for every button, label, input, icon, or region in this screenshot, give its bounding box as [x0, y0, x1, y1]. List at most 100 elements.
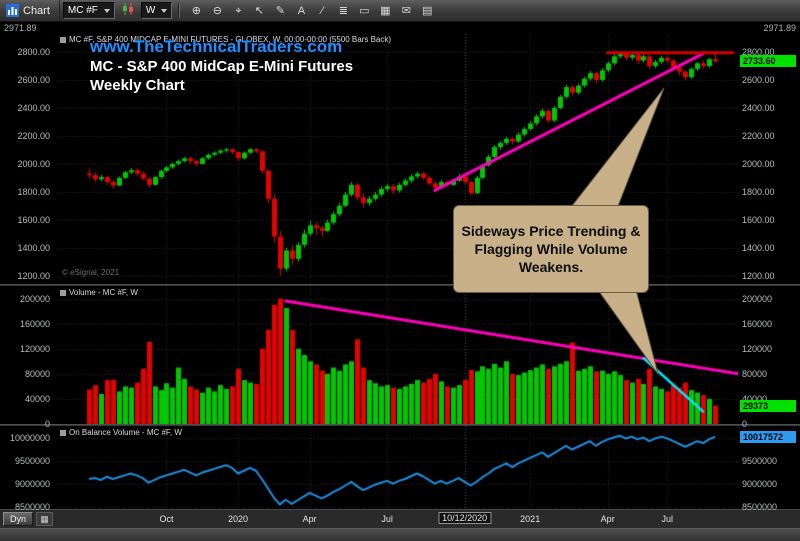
price-axis-label: 1600.00 — [17, 214, 50, 225]
series-marker-icon — [60, 36, 66, 43]
mail-icon[interactable]: ✉ — [396, 2, 416, 20]
price-axis-label: 1800.00 — [17, 186, 50, 197]
crosshair-icon[interactable]: ⌖ — [228, 2, 248, 20]
volume-axis-label: 0 — [742, 419, 748, 429]
volume-axis-label: 40000 — [24, 393, 50, 404]
time-axis-label: Apr — [302, 514, 317, 524]
volume-axis-label: 120000 — [19, 343, 50, 354]
price-axis-label: 2200.00 — [742, 130, 775, 141]
price-axis-label: 2000.00 — [742, 158, 775, 169]
grid-icon[interactable]: ▦ — [375, 2, 395, 20]
time-axis-label: Apr — [600, 514, 615, 524]
chart-tab[interactable]: Chart — [4, 0, 60, 21]
volume-axis-label: 160000 — [19, 318, 50, 329]
zoom-in-icon[interactable]: ⊕ — [186, 2, 206, 20]
price-legend-text: MC #F, S&P 400 MIDCAP E-MINI FUTURES - G… — [69, 35, 392, 44]
pane-splitter[interactable] — [0, 284, 800, 286]
price-axis-label: 1200.00 — [742, 270, 775, 281]
dyn-button[interactable]: Dyn — [3, 512, 34, 526]
price-axis-label: 2800.00 — [17, 47, 50, 58]
text-tool-icon[interactable]: A — [291, 2, 311, 20]
obv-axis-label: 9500000 — [742, 455, 778, 466]
callout-line: Weakens. — [518, 259, 584, 276]
obv-chart-canvas[interactable] — [56, 426, 738, 509]
volume-axis-label: 80000 — [742, 368, 768, 379]
volume-axis-label: 120000 — [742, 343, 773, 354]
chart-icon — [6, 4, 19, 17]
obv-axis-label: 10000000 — [9, 432, 50, 443]
interval-select[interactable]: W — [140, 2, 173, 19]
toolbar: Chart MC #F W ⊕ ⊖ ⌖ ↖ ✎ A ∕ ≣ ▭ ▦ ✉ ▤ — [0, 0, 800, 22]
volume-axis-label: 80000 — [24, 368, 50, 379]
volume-legend-text: Volume - MC #F, W — [69, 288, 138, 297]
obv-legend-text: On Balance Volume - MC #F, W — [69, 428, 182, 437]
volume-axis-label: 200000 — [742, 293, 773, 304]
callout-line: Sideways Price Trending & — [461, 222, 641, 239]
toolbar-icon-group: ⊕ ⊖ ⌖ ↖ ✎ A ∕ ≣ ▭ ▦ ✉ ▤ — [186, 2, 437, 20]
time-axis-label: 10/12/2020 — [438, 512, 492, 524]
website-title: www.TheTechnicalTraders.com — [90, 37, 343, 56]
series-marker-icon — [60, 289, 66, 296]
time-axis-label: Jul — [381, 514, 393, 524]
price-axis-label: 1400.00 — [17, 242, 50, 253]
volume-axis-label: 40000 — [742, 394, 798, 404]
price-legend: MC #F, S&P 400 MIDCAP E-MINI FUTURES - G… — [60, 35, 391, 44]
obv-legend: On Balance Volume - MC #F, W — [60, 428, 182, 437]
calendar-icon[interactable]: ▦ — [36, 512, 53, 526]
chart-type-button[interactable] — [118, 2, 138, 20]
obv-axis-label: 9000000 — [742, 478, 778, 489]
chevron-down-icon — [103, 8, 110, 13]
price-axis-label: 2200.00 — [17, 130, 50, 141]
price-axis-label: 2600.00 — [17, 75, 50, 86]
price-axis-label: 2600.00 — [742, 75, 775, 86]
chart-tab-label: Chart — [23, 4, 50, 17]
symbol-value: MC #F — [67, 5, 98, 16]
last-price-badge: 2733.60 — [740, 55, 796, 68]
window-bottom-edge — [0, 528, 800, 541]
rectangle-tool-icon[interactable]: ▭ — [354, 2, 374, 20]
price-axis-label: 1400.00 — [742, 242, 775, 253]
scale-max-left: 2971.89 — [4, 23, 37, 33]
price-axis-label: 2000.00 — [17, 158, 50, 169]
annotation-callout[interactable]: Sideways Price Trending & Flagging While… — [453, 205, 649, 293]
time-axis-label: Oct — [159, 514, 174, 524]
price-axis-label: 2400.00 — [17, 103, 50, 114]
time-axis: Dyn ▦ Oct 2020 Apr Jul 10/12/2020 2021 Apr Jul — [0, 509, 800, 528]
esignal-copyright: © eSignal, 2021 — [62, 268, 120, 277]
last-obv-badge: 10017572 — [740, 430, 796, 443]
price-axis-label: 1800.00 — [742, 186, 775, 197]
volume-chart-canvas[interactable] — [56, 286, 738, 424]
symbol-select[interactable]: MC #F — [62, 2, 115, 19]
price-axis-label: 1600.00 — [742, 214, 775, 225]
zoom-out-icon[interactable]: ⊖ — [207, 2, 227, 20]
series-marker-icon — [60, 429, 66, 436]
price-axis-label: 2400.00 — [742, 103, 775, 114]
candlestick-icon — [122, 2, 133, 15]
last-volume-badge: 29373 — [740, 399, 796, 412]
chart-subtitle: Weekly Chart — [90, 77, 185, 94]
print-icon[interactable]: ▤ — [417, 2, 437, 20]
obv-axis-label: 9500000 — [14, 455, 50, 466]
obv-axis-label: 8500000 — [742, 501, 778, 512]
obv-axis-label: 9000000 — [14, 478, 50, 489]
toolbar-separator — [178, 3, 181, 18]
volume-axis-label: 0 — [44, 419, 50, 429]
chevron-down-icon — [161, 8, 168, 13]
chart-area: 2971.89 2971.89 MC #F, S&P 400 MIDCAP E-… — [0, 22, 800, 512]
volume-axis-label: 200000 — [19, 293, 50, 304]
interval-value: W — [145, 5, 156, 16]
pointer-icon[interactable]: ↖ — [249, 2, 269, 20]
volume-axis-label: 160000 — [742, 318, 773, 329]
price-axis-label: 2800.00 — [742, 47, 775, 58]
chart-title: MC - S&P 400 MidCap E-Mini Futures — [90, 58, 354, 75]
fibonacci-icon[interactable]: ≣ — [333, 2, 353, 20]
trendline-icon[interactable]: ∕ — [312, 2, 332, 20]
pencil-icon[interactable]: ✎ — [270, 2, 290, 20]
time-axis-label: Jul — [661, 514, 674, 524]
volume-legend: Volume - MC #F, W — [60, 288, 138, 297]
pane-splitter[interactable] — [0, 424, 800, 426]
price-axis-label: 1200.00 — [17, 270, 50, 281]
obv-axis-label: 8500000 — [14, 501, 50, 512]
time-axis-label: 2020 — [228, 514, 249, 524]
